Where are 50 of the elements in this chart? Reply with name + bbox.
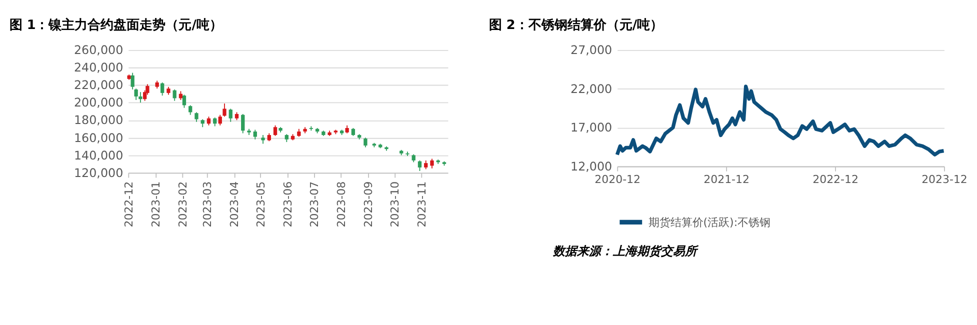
x-tick-label: 2022-12 (812, 173, 858, 186)
candlestick (241, 114, 245, 134)
candlestick (130, 72, 134, 90)
candlestick (273, 124, 278, 136)
y-tick-label: 200,000 (74, 96, 124, 110)
y-tick-label: 12,000 (570, 159, 612, 174)
x-tick-label: 2023-07 (308, 181, 321, 228)
candlestick (418, 160, 422, 172)
y-tick-label: 180,000 (74, 113, 124, 128)
candlestick (138, 92, 142, 104)
x-tick-label: 2022-12 (122, 181, 136, 228)
candlestick (364, 137, 368, 148)
x-tick-label: 2023-03 (201, 181, 214, 228)
x-tick-label: 2023-02 (176, 181, 190, 228)
source-note: 数据来源：上海期货交易所 (552, 244, 700, 258)
y-tick-label: 220,000 (74, 78, 124, 92)
candlestick (222, 103, 226, 118)
x-tick-label: 2023-09 (362, 181, 376, 228)
x-tick-label: 2023-11 (416, 181, 429, 228)
candlestick (228, 108, 232, 122)
x-tick-label: 2023-10 (388, 181, 402, 228)
candlestick (194, 112, 198, 122)
candlestick (134, 88, 138, 100)
x-tick-label: 2020-12 (594, 173, 641, 186)
x-tick-label: 2023-08 (335, 181, 348, 228)
legend-label: 期货结算价(活跃):不锈钢 (648, 216, 771, 229)
candlestick (218, 114, 222, 126)
x-tick-label: 2023-01 (149, 181, 162, 228)
y-tick-label: 22,000 (570, 82, 612, 96)
chart-title: 图 2：不锈钢结算价（元/吨） (488, 18, 664, 33)
y-tick-label: 27,000 (570, 43, 612, 58)
y-tick-label: 120,000 (74, 166, 124, 180)
y-tick-label: 17,000 (570, 120, 612, 135)
candlestick (182, 94, 186, 108)
candlestick (253, 129, 257, 140)
x-tick-label: 2021-12 (704, 173, 750, 186)
y-tick-label: 140,000 (74, 148, 124, 162)
x-tick-label: 2023-12 (922, 173, 968, 186)
x-tick-label: 2023-04 (228, 181, 242, 228)
candlestick (430, 158, 434, 169)
line-series (615, 84, 946, 157)
x-tick-label: 2023-06 (282, 181, 295, 228)
y-tick-label: 260,000 (74, 43, 124, 58)
candlestick (188, 104, 192, 116)
y-tick-label: 240,000 (74, 60, 124, 75)
chart-title: 图 1：镍主力合约盘面走势（元/吨） (9, 16, 222, 33)
candlestick (172, 88, 176, 102)
candlestick (160, 82, 164, 96)
x-tick-label: 2023-05 (254, 181, 268, 228)
y-tick-label: 160,000 (74, 130, 124, 145)
